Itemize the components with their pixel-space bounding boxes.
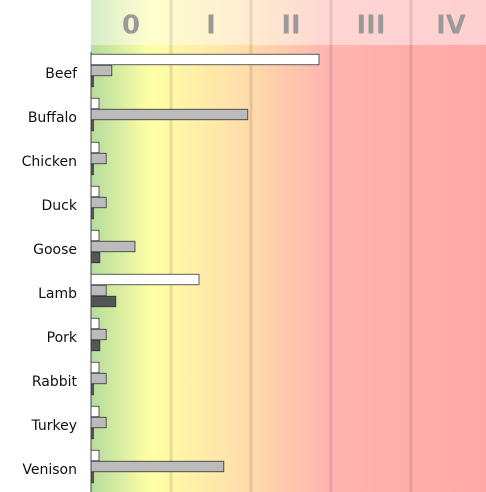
bar <box>90 240 136 253</box>
bar <box>90 53 320 66</box>
bar <box>90 141 100 154</box>
bar <box>90 152 107 165</box>
bar <box>90 328 107 341</box>
category-label: Goose <box>33 242 77 258</box>
category-label: Venison <box>22 462 77 478</box>
zone-label: III <box>356 11 385 41</box>
bar <box>90 229 100 242</box>
bar <box>90 460 225 473</box>
zone-label: II <box>281 11 300 41</box>
bar <box>90 108 249 121</box>
bar <box>90 273 200 286</box>
zone-header <box>91 0 486 45</box>
bar <box>90 185 100 198</box>
zone-label: I <box>206 11 216 41</box>
category-label: Chicken <box>22 154 77 170</box>
category-label: Turkey <box>30 418 77 434</box>
zone-label: IV <box>436 11 466 41</box>
bar <box>90 295 117 308</box>
bar <box>90 405 100 418</box>
bar <box>90 449 100 462</box>
bar <box>90 97 100 110</box>
bar <box>90 196 107 209</box>
bar <box>90 251 101 264</box>
zone-background <box>91 0 486 492</box>
category-label: Beef <box>45 66 78 82</box>
category-label: Lamb <box>38 286 77 302</box>
bar <box>90 361 100 374</box>
category-label: Buffalo <box>28 110 77 126</box>
bar <box>90 339 101 352</box>
category-label: Rabbit <box>32 374 78 390</box>
bar <box>90 416 107 429</box>
zone-label: 0 <box>122 11 140 41</box>
bar <box>90 372 107 385</box>
category-label: Duck <box>42 198 78 214</box>
bar <box>90 317 100 330</box>
bar <box>90 64 113 77</box>
category-label: Pork <box>47 330 78 346</box>
bar <box>90 284 107 297</box>
plot: 0 I II III IVBeefBuffaloChickenDuckGooseLamb… <box>22 0 466 492</box>
